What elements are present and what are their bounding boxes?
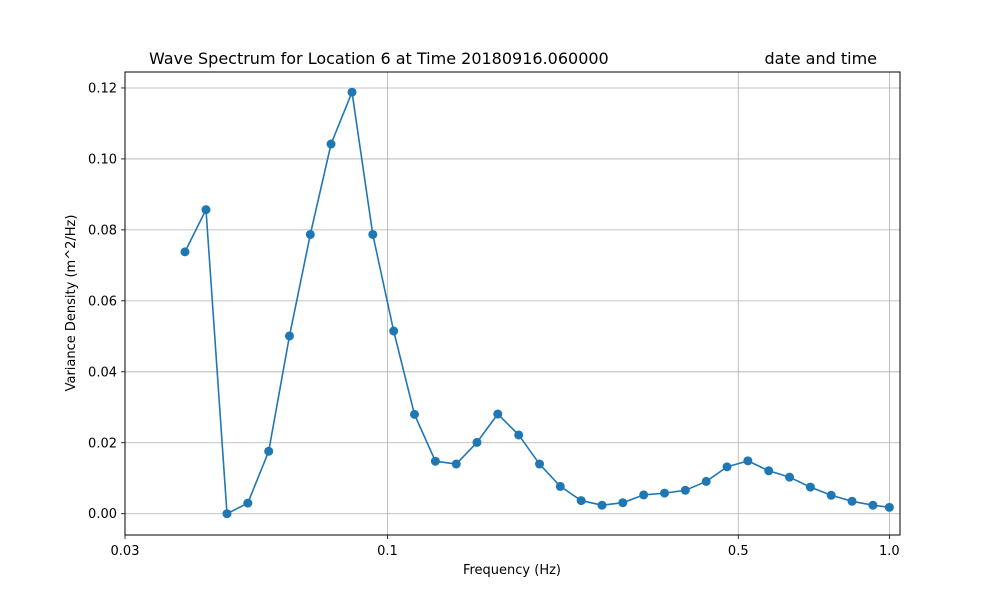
data-point (305, 229, 315, 239)
x-axis-label: Frequency (Hz) (463, 563, 561, 578)
plot-frame (124, 71, 901, 536)
data-point (805, 482, 815, 492)
data-point (576, 496, 586, 506)
y-tick-label: 0.04 (88, 365, 117, 380)
data-point (639, 490, 649, 500)
y-axis-label: Variance Density (m^2/Hz) (64, 215, 79, 392)
grid-lines (124, 72, 900, 535)
data-point (535, 459, 545, 469)
data-point (722, 462, 732, 472)
x-tick-label: 0.1 (377, 544, 398, 559)
data-point (409, 409, 419, 419)
data-point (597, 500, 607, 510)
y-tick-label: 0.12 (88, 81, 117, 96)
data-point (826, 490, 836, 500)
x-tick-label: 0.5 (728, 544, 749, 559)
data-point (243, 498, 253, 508)
y-tick-label: 0.08 (88, 223, 117, 238)
data-point (555, 481, 565, 491)
data-point (868, 500, 878, 510)
data-point (180, 247, 190, 257)
data-point (660, 488, 670, 498)
x-tick-label: 0.03 (111, 544, 140, 559)
data-point (201, 205, 211, 215)
data-point (430, 456, 440, 466)
y-tick-label: 0.06 (88, 294, 117, 309)
data-point (701, 476, 711, 486)
data-point (764, 466, 774, 476)
data-point (785, 472, 795, 482)
data-point (368, 229, 378, 239)
data-point (389, 326, 399, 336)
y-tick-label: 0.10 (88, 152, 117, 167)
data-point (222, 509, 232, 519)
data-point (264, 446, 274, 456)
data-series (180, 87, 894, 519)
data-point (847, 496, 857, 506)
data-point (284, 331, 294, 341)
data-point (884, 502, 894, 512)
data-point (680, 485, 690, 495)
axis-ticks: 0.03 0.1 0.5 1.0 0.00 0.02 0.04 0.06 0.08 0.10 0.1… (88, 81, 900, 559)
data-point (493, 409, 503, 419)
data-point (514, 430, 524, 440)
data-point (618, 498, 628, 508)
y-tick-label: 0.02 (88, 436, 117, 451)
y-tick-label: 0.00 (88, 507, 117, 522)
data-point (451, 459, 461, 469)
chart-title-right: date and time (765, 49, 878, 68)
chart-title: Wave Spectrum for Location 6 at Time 201… (149, 49, 609, 68)
data-point (472, 437, 482, 447)
data-point (347, 87, 357, 97)
data-point (743, 456, 753, 466)
data-point (326, 139, 336, 149)
x-tick-label: 1.0 (879, 544, 900, 559)
